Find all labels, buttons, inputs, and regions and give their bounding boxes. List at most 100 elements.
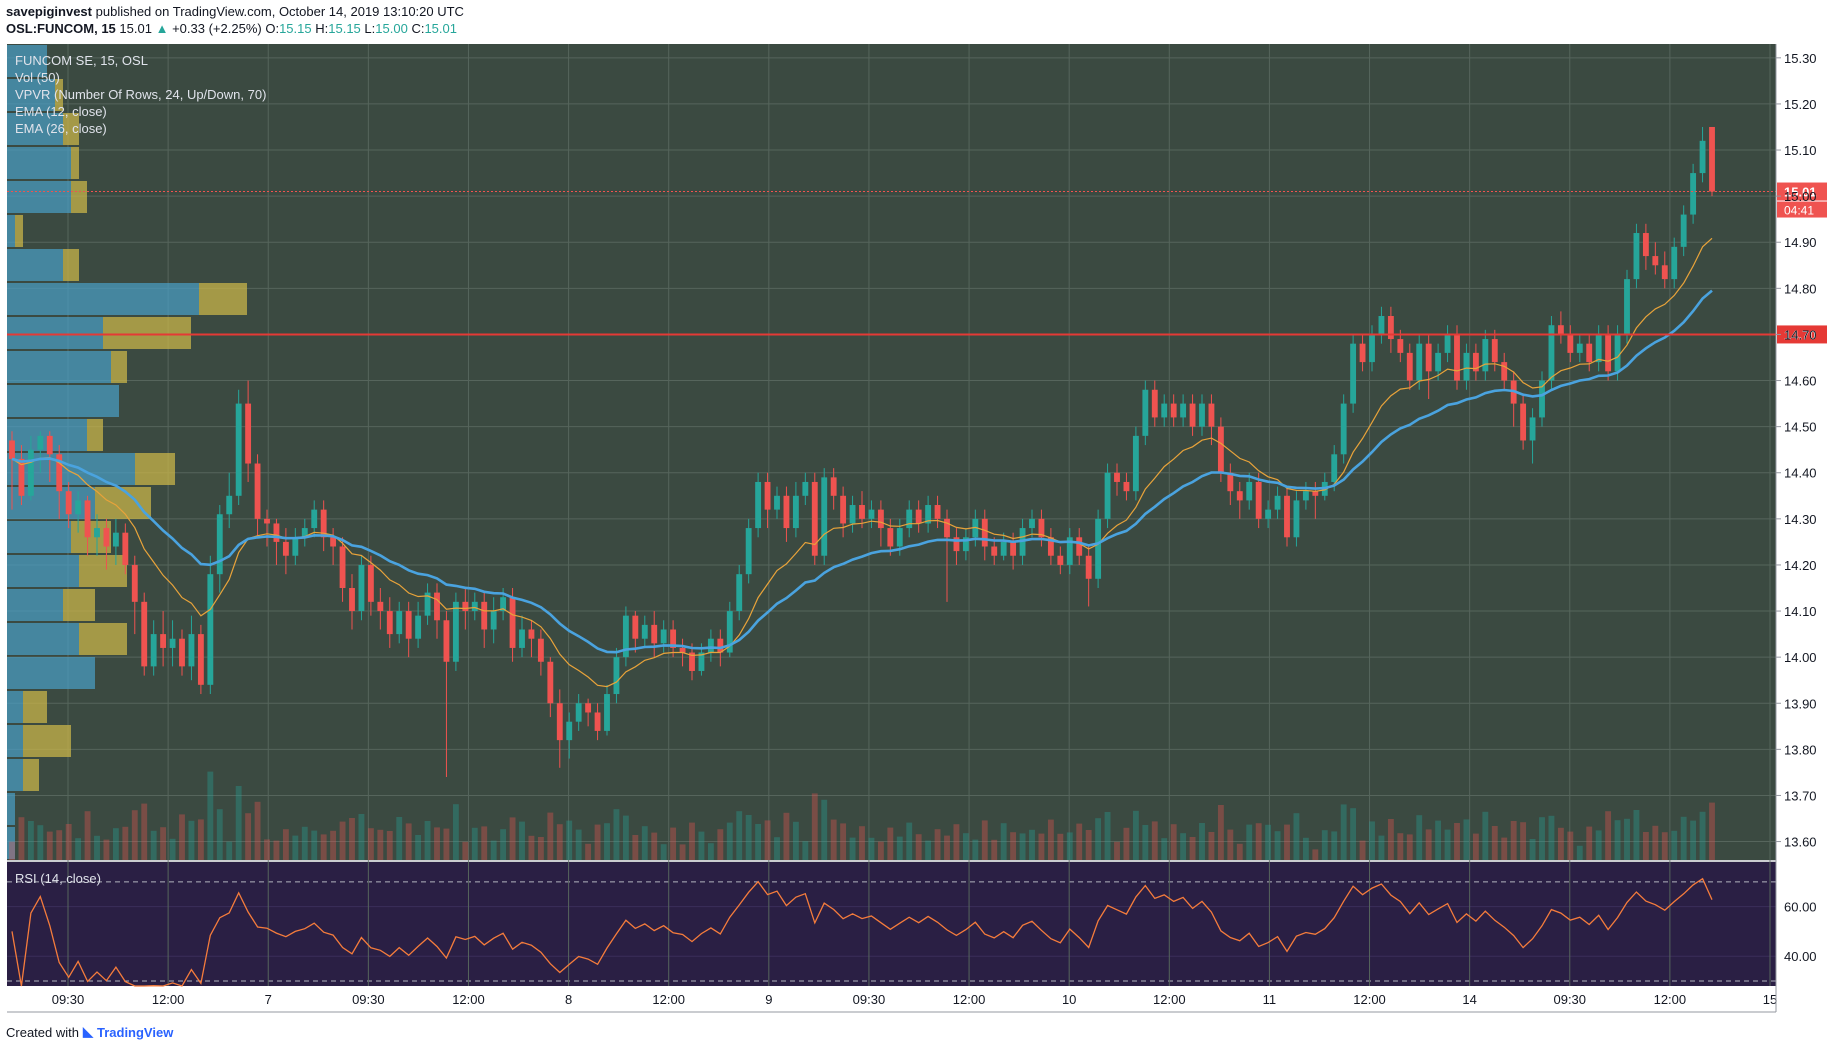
candle-body [981, 518, 988, 547]
candle-body [641, 624, 648, 639]
author-name[interactable]: savepiginvest [6, 4, 92, 19]
candle-body [1454, 334, 1460, 381]
legend-vpvr[interactable]: VPVR (Number Of Rows, 24, Up/Down, 70) [15, 87, 267, 102]
candle-body [179, 638, 185, 667]
candle-body [1614, 334, 1621, 372]
candle-body [736, 574, 743, 612]
volume-bar [1435, 820, 1442, 860]
volume-bar [1331, 831, 1338, 860]
volume-bar [1425, 829, 1432, 860]
candle-body [698, 652, 705, 671]
candle-body [1642, 233, 1649, 257]
candle-body [462, 601, 469, 612]
candle-body [509, 597, 516, 648]
legend-rsi[interactable]: RSI (14, close) [15, 871, 101, 886]
legend-ema12[interactable]: EMA (12, close) [15, 104, 107, 119]
volume-bar [1539, 817, 1545, 860]
volume-bar [736, 811, 743, 860]
volume-bar [1104, 812, 1111, 860]
candle-body [1227, 472, 1234, 492]
candle-body [1095, 518, 1102, 579]
volume-bar [245, 813, 252, 860]
vpvr-up-bar [7, 351, 111, 383]
candle-body [1520, 403, 1527, 441]
volume-bar [1038, 833, 1045, 860]
candle-body [160, 634, 167, 648]
vpvr-down-bar [135, 453, 175, 485]
candle-body [622, 615, 629, 658]
volume-bar [566, 820, 573, 860]
volume-bar [915, 834, 922, 860]
candle-body [1208, 403, 1215, 427]
volume-bar [849, 837, 856, 860]
candle-body [906, 509, 913, 529]
volume-bar [1293, 813, 1300, 860]
time-axis[interactable]: 09:30 12:00 7 09:30 12:00 8 12:00 9 09:30 12:00 10… [52, 992, 1778, 1007]
candle-body [802, 481, 809, 496]
price-tick-label: 14.30 [1784, 512, 1817, 527]
volume-bar [962, 833, 969, 860]
volume-bar [632, 835, 639, 860]
candle-body [1236, 491, 1243, 501]
candle-body [9, 440, 15, 459]
candle-body [264, 518, 270, 524]
volume-bar [679, 844, 686, 860]
volume-bar [1000, 823, 1007, 860]
tradingview-brand[interactable]: TradingView [96, 1024, 174, 1040]
last-price: 15.01 [119, 21, 152, 36]
candle-body [953, 537, 960, 552]
candle-body [330, 537, 337, 547]
vpvr-down-bar [79, 623, 127, 655]
candle-body [1265, 509, 1272, 519]
ema-lines [11, 237, 1713, 688]
volume-bar [367, 828, 374, 860]
volume-bar [216, 809, 223, 860]
change-arrow-icon: ▲ [155, 21, 169, 36]
time-tick-label: 12:00 [1353, 992, 1386, 1007]
volume-bar [1076, 823, 1083, 860]
candle-body [122, 532, 129, 565]
volume-bar [358, 814, 365, 860]
volume-bar [1652, 825, 1659, 860]
volume-bar [1576, 845, 1583, 860]
created-with-label: Created with [6, 1024, 79, 1040]
rsi-indicator [11, 877, 1713, 987]
price-axis[interactable]: 15.30 15.20 15.10 15.00 14.90 14.80 14.70 14.60… [1776, 51, 1817, 964]
volume-bar [9, 841, 15, 860]
close-value: 15.01 [424, 21, 457, 36]
volume-bar [1350, 808, 1357, 860]
volume-bar [330, 830, 337, 860]
time-tick-label: 09:30 [1553, 992, 1586, 1007]
volume-bar [556, 824, 563, 860]
main-pane[interactable] [7, 44, 1776, 860]
volume-bar [1557, 827, 1564, 860]
candle-body [537, 638, 544, 662]
candle-body [991, 546, 998, 556]
vpvr-up-bar [7, 691, 23, 723]
candle-body [56, 454, 63, 492]
legend-volume[interactable]: Vol (50) [15, 70, 60, 85]
candle-body [1369, 334, 1375, 363]
volume-bar [1369, 821, 1375, 860]
candle-body [1671, 246, 1678, 280]
candle-body [1482, 339, 1489, 372]
legend-ema26[interactable]: EMA (26, close) [15, 121, 107, 136]
candle-body [632, 615, 639, 639]
open-label: O: [265, 21, 280, 36]
footer: Created with ◣ TradingView [6, 1024, 173, 1040]
volume-bar [471, 827, 478, 860]
volume-bar [981, 820, 988, 860]
volume-bar [698, 831, 705, 860]
vpvr-down-bar [23, 691, 47, 723]
tradingview-logo-icon[interactable]: ◣ [82, 1024, 93, 1039]
candle-body [434, 592, 440, 621]
candle-body [1595, 334, 1602, 363]
low-label: L: [364, 21, 376, 36]
candle-body [859, 505, 865, 519]
candle-body [934, 505, 941, 519]
candle-body [367, 564, 374, 602]
volume-bar [764, 820, 771, 860]
volume-bar [1378, 835, 1385, 860]
rsi-pane[interactable] [7, 862, 1776, 986]
